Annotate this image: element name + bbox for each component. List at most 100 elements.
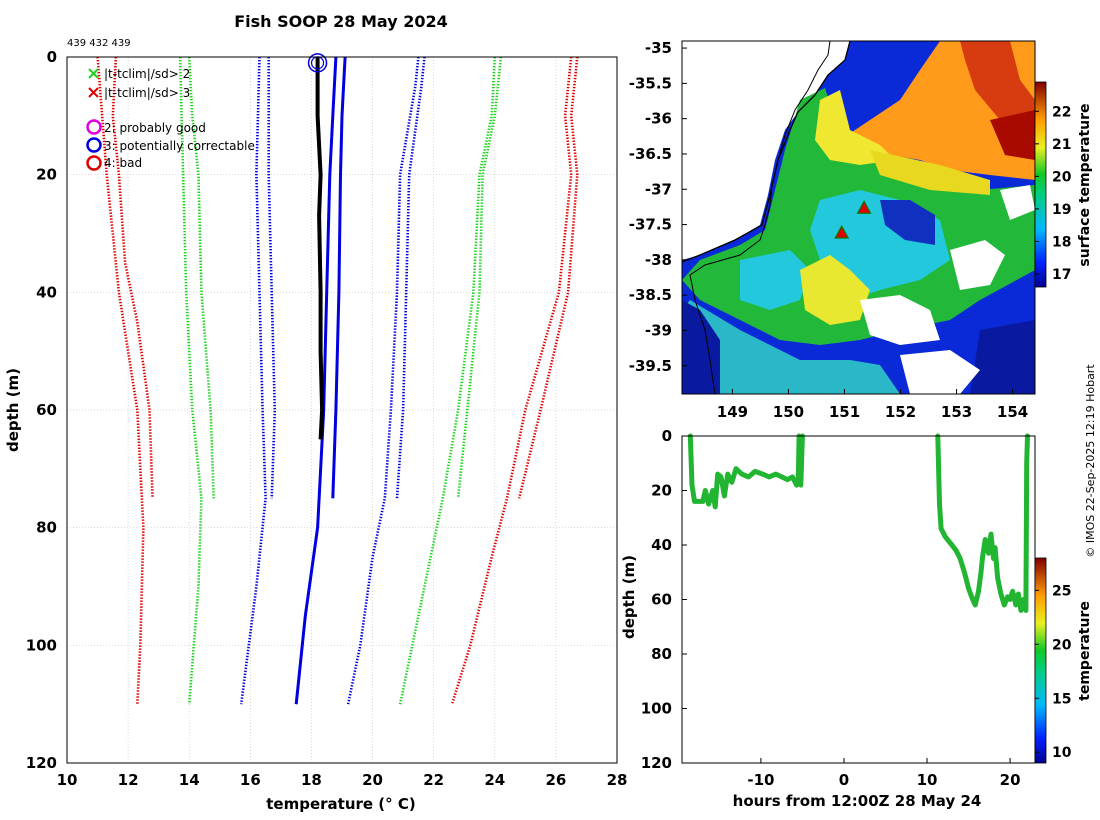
legend-label: 4: bad	[104, 156, 142, 170]
profile-y-ticks: 0 20 40 60 80 100 120	[26, 48, 57, 772]
x-tick-label: 151	[829, 403, 860, 421]
temperature-colorbar-label: temperature	[1077, 601, 1093, 701]
legend-item-blue-circle: 3: potentially correctable	[86, 137, 255, 153]
depth-time-segment	[935, 433, 1030, 613]
profile-series-line	[517, 57, 579, 499]
coastline	[682, 41, 851, 263]
y-tick-label: 40	[36, 283, 57, 301]
depth-time-track	[687, 433, 1030, 613]
shelf-edge	[689, 41, 831, 394]
colorbar-tick-label: 21	[1052, 137, 1071, 153]
y-tick-label: 80	[36, 519, 57, 537]
depth-time-y-ticks: 0 20 40 60 80 100 120	[641, 427, 687, 772]
x-tick-label: 150	[773, 403, 804, 421]
sst-colorbar-label: surface temperature	[1077, 103, 1093, 266]
depth-time-axes-box	[681, 435, 1036, 764]
y-tick-label: 80	[651, 645, 672, 663]
station-triangle-icon	[834, 224, 850, 239]
x-tick-label: 0	[839, 771, 849, 789]
profile-axes-box	[66, 56, 618, 764]
depth-time-panel: -10 0 10 20 0 20 40 60 80 100 120 hours from 12:0…	[620, 427, 1093, 810]
colorbar-tick-label: 10	[1052, 745, 1072, 761]
profile-series-line	[96, 57, 145, 705]
y-tick-label: -39.5	[629, 357, 672, 375]
legend-item-red-circle: 4: bad	[86, 155, 142, 171]
depth-time-segment	[687, 433, 805, 510]
sst-map-panel: 149 150 151 152 153 154 -35 -35.5 -36 -36.5 -37 -3…	[629, 39, 1093, 421]
x-tick-label: 10	[57, 771, 78, 789]
y-tick-label: 60	[36, 401, 57, 419]
x-tick-label: 153	[941, 403, 972, 421]
corner-ids: 439 432 439	[67, 38, 131, 49]
x-tick-label: 24	[484, 771, 505, 789]
colorbar-tick-label: 20	[1052, 637, 1072, 653]
y-tick-label: 20	[36, 166, 57, 184]
colorbar-tick-label: 17	[1052, 267, 1071, 283]
depth-time-ylabel: depth (m)	[620, 555, 638, 639]
y-tick-label: -37	[645, 180, 672, 198]
y-tick-label: -37.5	[629, 216, 672, 234]
profile-series-line	[331, 57, 347, 499]
y-tick-label: 0	[662, 427, 672, 445]
sst-colorbar	[1034, 81, 1047, 288]
sst-colorbar-ticks: 17 18 19 20 21 22	[1035, 104, 1072, 283]
x-tick-label: 18	[301, 771, 322, 789]
legend-item-magenta-circle: 2: probably good	[86, 119, 206, 135]
profile-series-line	[267, 57, 277, 499]
legend-label: 2: probably good	[104, 121, 206, 135]
colorbar-tick-label: 18	[1052, 234, 1071, 250]
y-tick-label: 100	[26, 636, 57, 654]
temperature-colorbar	[1034, 557, 1047, 764]
profile-xlabel: temperature (° C)	[266, 795, 416, 813]
profile-series-line	[398, 57, 497, 705]
profile-x-ticks: 10 12 14 16 18 20 22 24 26 28	[57, 771, 628, 789]
x-tick-label: 154	[997, 403, 1028, 421]
y-tick-label: 20	[651, 482, 672, 500]
y-tick-label: 120	[26, 754, 57, 772]
profile-series-line	[294, 57, 338, 705]
map-y-ticks: -35 -35.5 -36 -36.5 -37 -37.5 -38 -38.5 -39 -39.5	[629, 39, 687, 375]
y-tick-label: -35.5	[629, 74, 672, 92]
y-tick-label: -38.5	[629, 286, 672, 304]
x-tick-label: 28	[607, 771, 628, 789]
x-tick-label: -10	[747, 771, 774, 789]
map-x-ticks: 149 150 151 152 153 154	[717, 389, 1028, 421]
credit-text: © IMOS 22-Sep-2025 12:19 Hobart	[1084, 364, 1097, 558]
sst-field	[682, 41, 1035, 394]
x-tick-label: 26	[545, 771, 566, 789]
y-tick-label: 40	[651, 536, 672, 554]
land-mask	[682, 41, 850, 260]
depth-time-x-ticks: -10 0 10 20	[747, 758, 1021, 789]
colorbar-tick-label: 20	[1052, 169, 1072, 185]
profile-series-line	[239, 57, 267, 705]
x-tick-label: 152	[885, 403, 916, 421]
legend-item-green-x: |t-tclim|/sd> 2	[88, 67, 190, 81]
profile-ylabel: depth (m)	[4, 368, 22, 452]
profile-series-line	[450, 57, 573, 705]
y-tick-label: -36	[645, 110, 672, 128]
colorbar-tick-label: 19	[1052, 202, 1071, 218]
profile-series-line	[456, 57, 503, 499]
depth-time-xlabel: hours from 12:00Z 28 May 24	[733, 792, 982, 810]
y-tick-label: -36.5	[629, 145, 672, 163]
colorbar-tick-label: 25	[1052, 583, 1071, 599]
x-tick-label: 20	[362, 771, 383, 789]
x-tick-label: 10	[917, 771, 938, 789]
profile-series-line	[178, 57, 203, 705]
legend-label: |t-tclim|/sd> 2	[104, 67, 190, 81]
profile-series-line	[395, 57, 426, 499]
legend-label: 3: potentially correctable	[104, 139, 255, 153]
profile-series-line	[315, 57, 325, 440]
x-tick-label: 149	[717, 403, 748, 421]
colorbar-tick-label: 22	[1052, 104, 1071, 120]
y-tick-label: -35	[645, 39, 672, 57]
colorbar-tick-label: 15	[1052, 691, 1071, 707]
temperature-colorbar-ticks: 10 15 20 25	[1035, 583, 1072, 761]
y-tick-label: 100	[641, 700, 672, 718]
profile-series-line	[346, 57, 420, 705]
profile-series-line	[187, 57, 215, 499]
y-tick-label: 120	[641, 754, 672, 772]
x-tick-label: 12	[118, 771, 139, 789]
x-tick-label: 16	[240, 771, 261, 789]
figure-title: Fish SOOP 28 May 2024	[234, 12, 448, 31]
